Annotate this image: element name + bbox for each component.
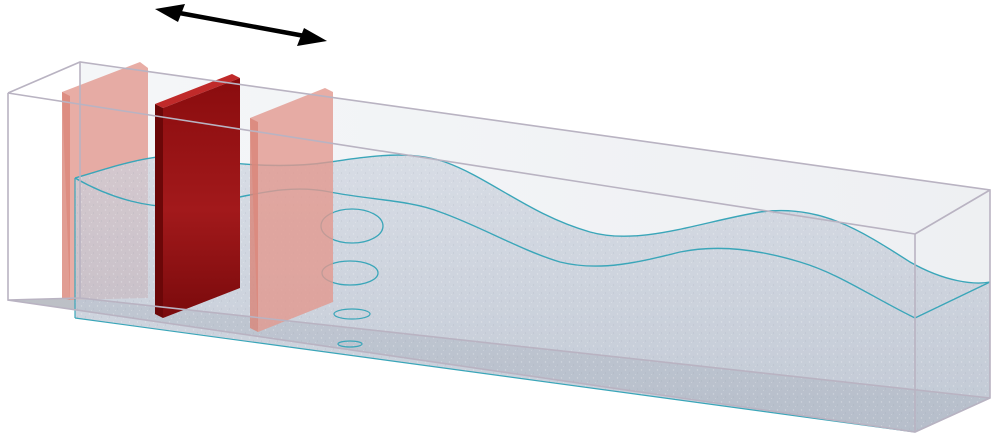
double-headed-arrow-icon [155,4,327,46]
paddle-active [155,74,240,318]
paddle-ghost-front [250,88,333,332]
vortex-ring [337,340,363,348]
vortex-ring [333,308,371,320]
tank-outline [7,61,991,433]
